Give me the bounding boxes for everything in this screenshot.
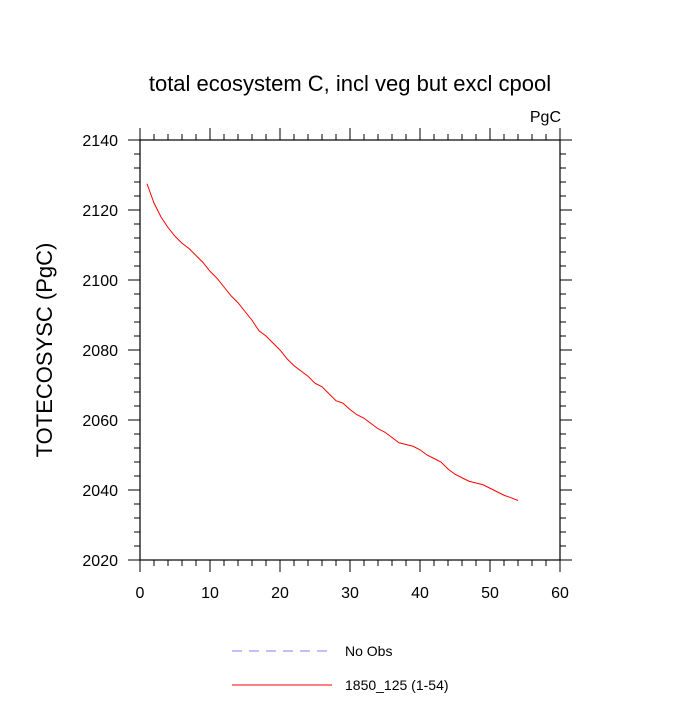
x-tick-label: 20 bbox=[271, 585, 289, 602]
x-tick-label: 30 bbox=[341, 585, 359, 602]
x-tick-label: 50 bbox=[481, 585, 499, 602]
y-tick-label: 2020 bbox=[82, 553, 118, 570]
x-tick-label: 40 bbox=[411, 585, 429, 602]
y-tick-label: 2100 bbox=[82, 273, 118, 290]
axis-tick-labels: 0 10 20 30 40 50 60 2020 2040 2060 2080 2100 2120 214… bbox=[82, 133, 569, 602]
series-layer bbox=[146, 183, 519, 501]
y-tick-label: 2040 bbox=[82, 483, 118, 500]
x-tick-label: 0 bbox=[136, 585, 145, 602]
legend-label-1850-125: 1850_125 (1-54) bbox=[345, 677, 449, 693]
y-tick-label: 2120 bbox=[82, 203, 118, 220]
axis-ticks bbox=[128, 128, 572, 572]
x-tick-label: 60 bbox=[551, 585, 569, 602]
chart-title: total ecosystem C, incl veg but excl cpo… bbox=[149, 71, 551, 96]
y-axis-label: TOTECOSYSC (PgC) bbox=[32, 243, 57, 458]
plot-frame bbox=[139, 139, 561, 561]
unit-label: PgC bbox=[530, 109, 561, 126]
y-tick-label: 2140 bbox=[82, 133, 118, 150]
y-tick-label: 2080 bbox=[82, 343, 118, 360]
x-tick-label: 10 bbox=[201, 585, 219, 602]
series-line-1 bbox=[146, 183, 519, 501]
y-tick-label: 2060 bbox=[82, 413, 118, 430]
legend: No Obs 1850_125 (1-54) bbox=[232, 643, 449, 693]
legend-label-no-obs: No Obs bbox=[345, 643, 392, 659]
